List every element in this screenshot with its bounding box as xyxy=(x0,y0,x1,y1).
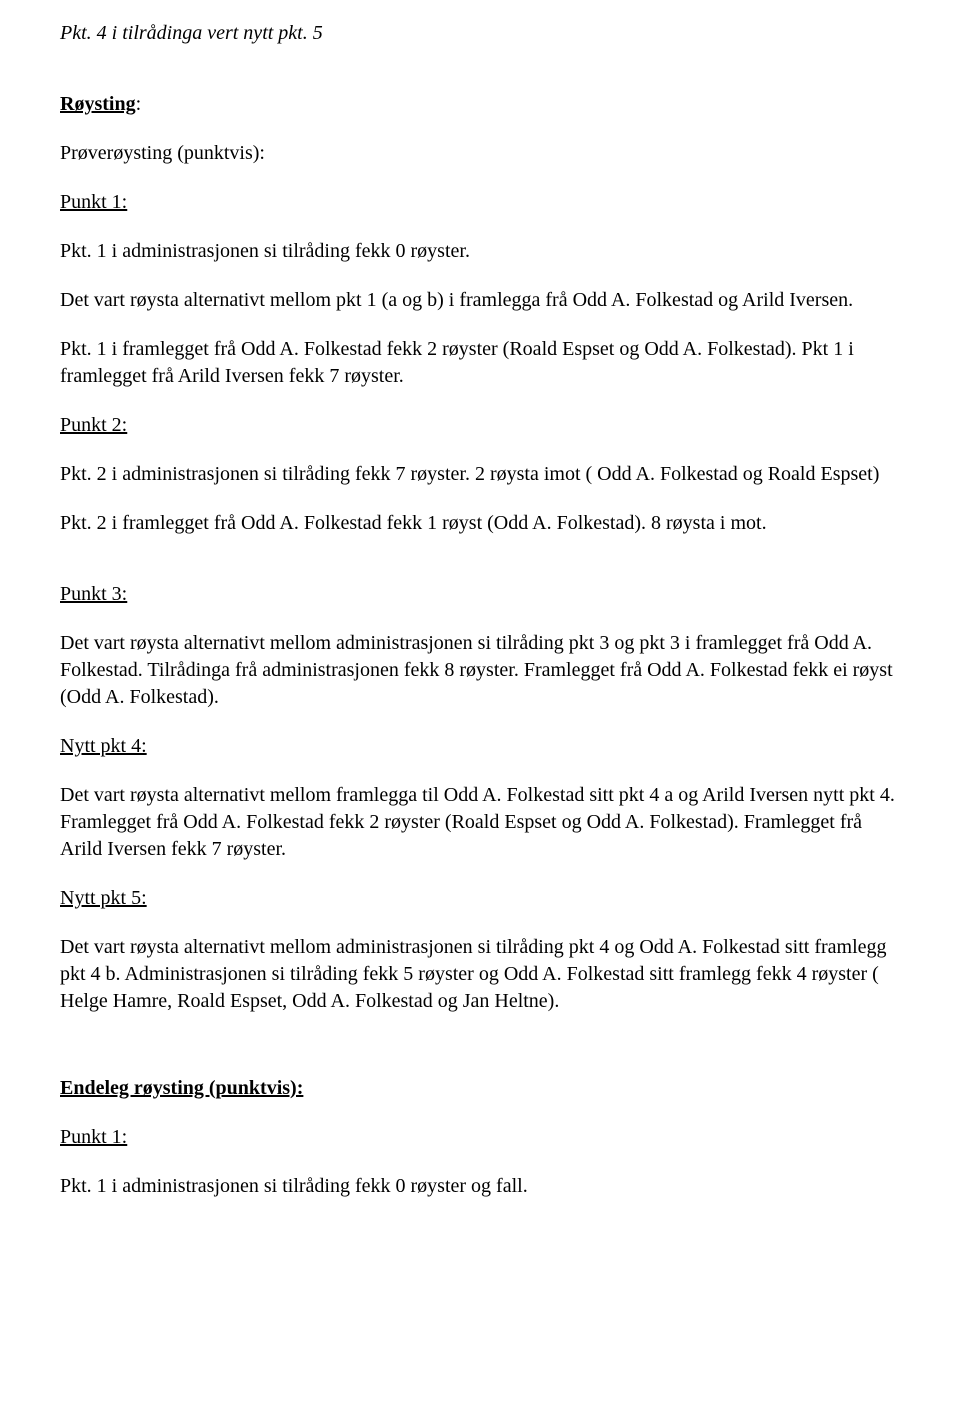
nyttpkt5-heading: Nytt pkt 5: xyxy=(60,885,900,912)
punkt1-heading: Punkt 1: xyxy=(60,189,900,216)
punkt1-p1: Pkt. 1 i administrasjonen si tilråding f… xyxy=(60,238,900,265)
document-page: Pkt. 4 i tilrådinga vert nytt pkt. 5 Røy… xyxy=(0,0,960,1428)
punkt1-p3: Pkt. 1 i framlegget frå Odd A. Folkestad… xyxy=(60,336,900,390)
endeleg-heading: Endeleg røysting (punktvis): xyxy=(60,1075,900,1102)
punkt2-p2: Pkt. 2 i framlegget frå Odd A. Folkestad… xyxy=(60,510,900,537)
punkt3-p1: Det vart røysta alternativt mellom admin… xyxy=(60,630,900,711)
line-pkt4: Pkt. 4 i tilrådinga vert nytt pkt. 5 xyxy=(60,20,900,47)
roysting-colon: : xyxy=(136,93,142,115)
punkt2-p1: Pkt. 2 i administrasjonen si tilråding f… xyxy=(60,461,900,488)
endeleg-punkt1-heading: Punkt 1: xyxy=(60,1124,900,1151)
proveroysting-heading: Prøverøysting (punktvis): xyxy=(60,140,900,167)
punkt3-heading: Punkt 3: xyxy=(60,581,900,608)
punkt1-p2: Det vart røysta alternativt mellom pkt 1… xyxy=(60,287,900,314)
endeleg-punkt1-p1: Pkt. 1 i administrasjonen si tilråding f… xyxy=(60,1173,900,1200)
nyttpkt5-p1: Det vart røysta alternativt mellom admin… xyxy=(60,934,900,1015)
nyttpkt4-p1: Det vart røysta alternativt mellom framl… xyxy=(60,782,900,863)
nyttpkt4-heading: Nytt pkt 4: xyxy=(60,733,900,760)
punkt2-heading: Punkt 2: xyxy=(60,412,900,439)
roysting-heading-text: Røysting xyxy=(60,93,136,115)
roysting-heading: Røysting: xyxy=(60,91,900,118)
